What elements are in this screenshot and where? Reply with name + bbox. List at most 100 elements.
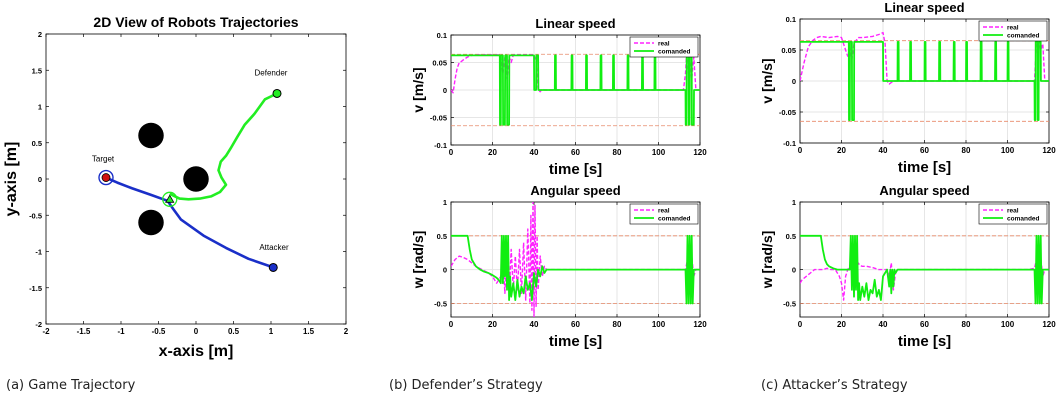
x-axis-label: time [s] (898, 159, 951, 176)
x-tick-label: 120 (1042, 146, 1056, 155)
x-tick-label: 60 (920, 146, 929, 155)
y-tick-label: -0.05 (779, 108, 796, 117)
x-tick-label: -2 (42, 327, 50, 336)
chart-title: Angular speed (530, 183, 620, 198)
x-tick-label: 80 (962, 146, 971, 155)
attacker-trajectory (105, 177, 274, 269)
x-tick-label: 1 (269, 327, 274, 336)
x-tick-label: 0 (194, 327, 199, 336)
legend-label-comanded: comanded (658, 216, 691, 223)
obstacle (138, 209, 164, 236)
x-tick-label: 0 (798, 146, 803, 155)
legend-label-real: real (658, 208, 670, 215)
target-ring (98, 169, 114, 186)
y-tick-label: -1.5 (29, 284, 42, 293)
plot-area (451, 202, 700, 317)
legend-label-real: real (1007, 208, 1019, 215)
caption-b: (b) Defender’s Strategy (389, 378, 543, 393)
series-comanded (451, 54, 700, 126)
y-tick-label: 0 (443, 266, 447, 275)
legend-label-comanded: comanded (1007, 216, 1040, 223)
x-tick-label: -1 (117, 327, 125, 336)
chart-title: Linear speed (535, 16, 615, 31)
y-tick-label: 1 (443, 198, 447, 207)
label-defender: Defender (255, 68, 288, 77)
x-axis-label: time [s] (549, 333, 602, 350)
chart-title: Angular speed (879, 183, 969, 198)
x-tick-label: 100 (1001, 320, 1015, 329)
y-tick-label: 0.05 (781, 46, 796, 55)
x-tick-label: 100 (652, 320, 666, 329)
y-tick-label: 0.05 (432, 59, 447, 68)
chart-title: 2D View of Robots Trajectories (93, 14, 298, 30)
x-tick-label: 60 (571, 148, 580, 157)
x-tick-label: 60 (571, 320, 580, 329)
y-tick-label: 1 (38, 103, 42, 112)
x-tick-label: 60 (920, 320, 929, 329)
x-tick-label: 0 (798, 320, 803, 329)
y-tick-label: 0.5 (437, 232, 447, 241)
chart-0 (45, 33, 347, 325)
capture-ring (162, 191, 178, 207)
x-tick-label: 2 (344, 327, 349, 336)
target-marker (101, 173, 111, 182)
legend-box (978, 203, 1048, 225)
y-tick-label: 1.5 (32, 66, 42, 75)
legend-box (629, 203, 699, 225)
y-tick-label: 2 (38, 30, 42, 39)
x-tick-label: 0 (449, 320, 454, 329)
plot-area (800, 234, 1049, 305)
x-tick-label: 100 (652, 148, 666, 157)
x-tick-label: 120 (1042, 320, 1056, 329)
x-tick-label: 80 (613, 148, 622, 157)
legend-label-comanded: comanded (1007, 33, 1040, 40)
y-axis-label: w [rad/s] (759, 231, 775, 290)
x-tick-label: 20 (837, 320, 846, 329)
legend-label-real: real (658, 41, 670, 48)
x-tick-label: -1.5 (77, 327, 91, 336)
x-tick-label: 0.5 (228, 327, 240, 336)
x-tick-label: 120 (693, 148, 707, 157)
x-axis-label: x-axis [m] (159, 343, 234, 360)
y-tick-label: -0.05 (430, 114, 447, 123)
y-tick-label: 0.5 (32, 139, 42, 148)
y-axis-label: y-axis [m] (3, 142, 20, 217)
legend-box (629, 36, 699, 58)
series-comanded (800, 41, 1049, 121)
x-tick-label: 0 (449, 148, 454, 157)
legend-box (978, 20, 1048, 42)
x-tick-label: 40 (879, 146, 888, 155)
y-tick-label: -0.1 (783, 139, 796, 148)
label-attacker: Attacker (259, 243, 289, 252)
y-tick-label: -0.5 (434, 299, 447, 308)
x-tick-label: 20 (837, 146, 846, 155)
x-tick-label: 20 (488, 148, 497, 157)
y-tick-label: 0 (792, 77, 796, 86)
label-target: Target (92, 155, 115, 164)
x-tick-label: 40 (879, 320, 888, 329)
y-tick-label: 0 (38, 175, 42, 184)
y-tick-label: -0.1 (434, 141, 447, 150)
x-axis-label: time [s] (898, 333, 951, 350)
chart-title: Linear speed (884, 0, 964, 15)
y-axis-label: v [m/s] (759, 58, 775, 103)
x-tick-label: 80 (962, 320, 971, 329)
capture-marker (165, 194, 175, 203)
caption-c: (c) Attacker’s Strategy (761, 378, 908, 393)
series-comanded (800, 234, 1049, 305)
caption-a: (a) Game Trajectory (6, 378, 136, 393)
x-tick-label: 120 (693, 320, 707, 329)
x-tick-label: -0.5 (152, 327, 166, 336)
defender-trajectory (169, 92, 278, 201)
y-axis-label: w [rad/s] (410, 231, 426, 290)
y-tick-label: 0 (443, 86, 447, 95)
defender-marker (272, 88, 282, 98)
legend-label-comanded: comanded (658, 49, 691, 56)
